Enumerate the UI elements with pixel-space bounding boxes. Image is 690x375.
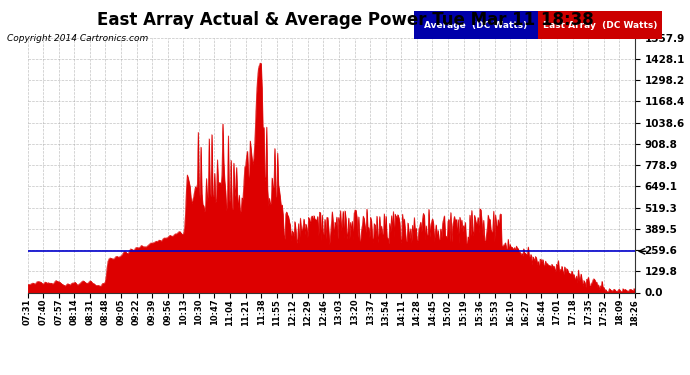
Text: East Array  (DC Watts): East Array (DC Watts) [543,21,658,30]
Text: Copyright 2014 Cartronics.com: Copyright 2014 Cartronics.com [7,34,148,43]
Text: East Array Actual & Average Power Tue Mar 11 18:38: East Array Actual & Average Power Tue Ma… [97,11,593,29]
Text: Average  (DC Watts): Average (DC Watts) [424,21,528,30]
